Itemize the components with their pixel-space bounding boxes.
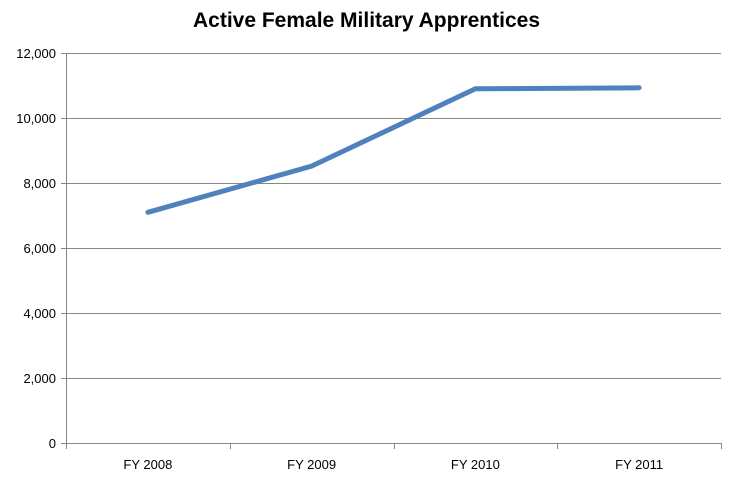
y-tick-label: 10,000 bbox=[16, 111, 56, 126]
y-tick-label: 0 bbox=[49, 436, 56, 451]
y-tick-label: 6,000 bbox=[23, 241, 56, 256]
y-tick-label: 4,000 bbox=[23, 306, 56, 321]
y-tick-label: 8,000 bbox=[23, 176, 56, 191]
x-tick-label: FY 2011 bbox=[615, 457, 663, 472]
x-tick-label: FY 2010 bbox=[451, 457, 500, 472]
x-tick-label: FY 2008 bbox=[123, 457, 172, 472]
x-tick-label: FY 2009 bbox=[287, 457, 336, 472]
series-line bbox=[145, 85, 642, 215]
chart-title: Active Female Military Apprentices bbox=[192, 9, 540, 32]
y-tick-label: 12,000 bbox=[16, 46, 56, 61]
y-tick-label: 2,000 bbox=[23, 371, 56, 386]
